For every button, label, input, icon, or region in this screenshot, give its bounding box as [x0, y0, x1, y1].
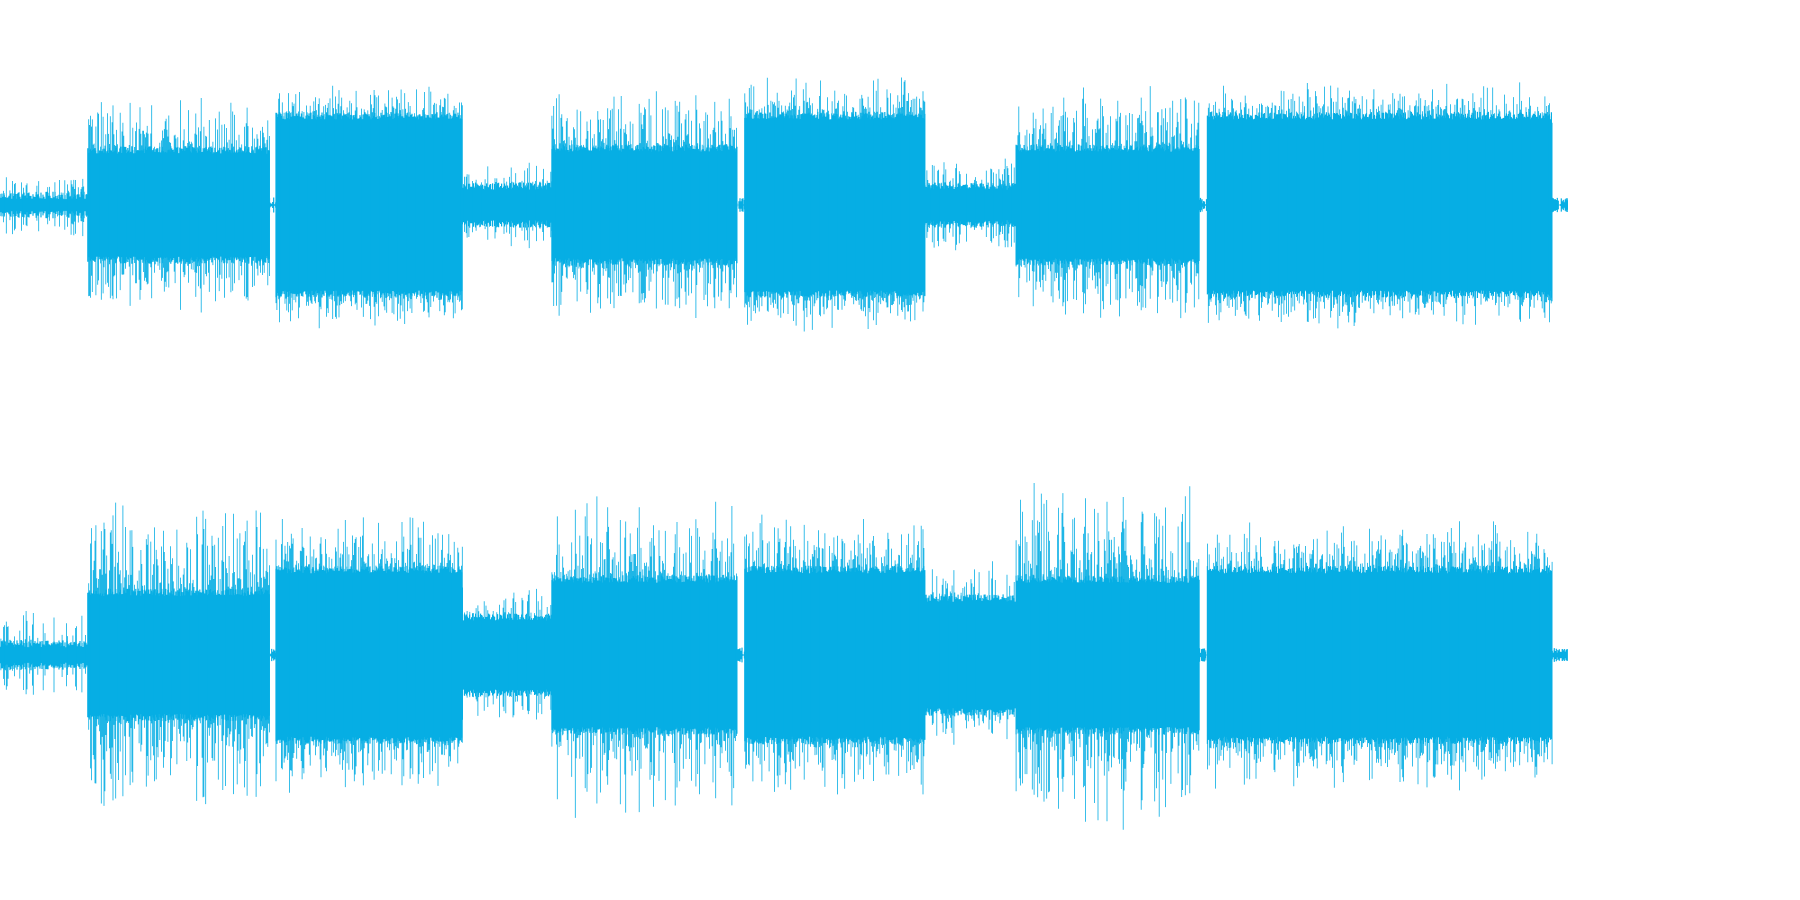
waveform-channel-2-svg: [0, 483, 1568, 830]
waveform-channel-1: [0, 77, 1568, 332]
waveform-peaks-2: [0, 483, 1567, 830]
waveform-channel-1-svg: [0, 77, 1568, 332]
waveform-peaks-1: [1, 77, 1568, 332]
waveform-channel-2: [0, 450, 1800, 900]
